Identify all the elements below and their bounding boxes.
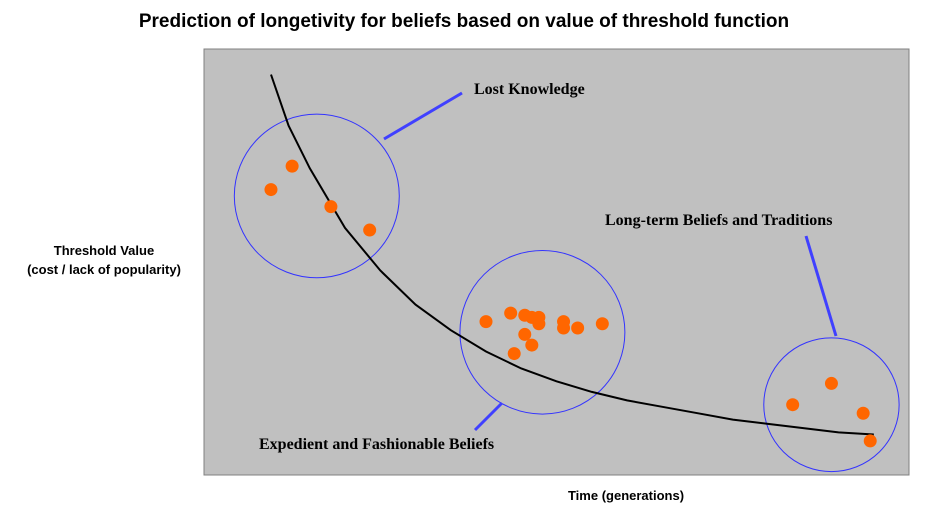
- group-pointer-0: [383, 91, 463, 141]
- group-label-0: Lost Knowledge: [474, 81, 585, 98]
- data-point: [824, 376, 838, 390]
- chart-title: Prediction of longetivity for beliefs ba…: [138, 11, 790, 32]
- group-circle-0: [233, 113, 400, 279]
- group-pointers: [383, 91, 838, 432]
- y-axis-label: Threshold Value (cost / lack of populari…: [4, 241, 204, 279]
- group-pointer-2: [804, 235, 838, 337]
- data-point: [264, 183, 278, 197]
- data-point: [595, 317, 609, 331]
- data-point: [285, 159, 299, 173]
- data-point: [504, 306, 518, 320]
- group-labels: Lost Knowledge Expedient and Fashionable …: [259, 81, 832, 453]
- data-point: [856, 406, 870, 420]
- data-point: [525, 338, 539, 352]
- data-point: [518, 327, 532, 341]
- y-axis-label-line1: Threshold Value: [53, 243, 155, 258]
- group-label-2: Long-term Beliefs and Traditions: [605, 212, 832, 229]
- data-points: [264, 159, 877, 448]
- data-point: [363, 223, 377, 237]
- data-point: [557, 321, 571, 335]
- group-pointer-1: [473, 401, 504, 432]
- plot-area: [203, 48, 910, 476]
- group-circle-1: [459, 249, 626, 415]
- data-point: [324, 200, 338, 214]
- group-circle-2: [763, 337, 900, 473]
- data-point: [507, 347, 521, 361]
- data-point: [532, 317, 546, 331]
- data-point: [479, 315, 493, 329]
- threshold-curve: [270, 74, 874, 436]
- data-point: [786, 398, 800, 412]
- data-point: [571, 321, 585, 335]
- group-circles: [233, 113, 900, 473]
- y-axis-label-line2: (cost / lack of popularity): [27, 262, 181, 277]
- x-axis-label: Time (generations): [567, 488, 685, 503]
- data-point: [863, 434, 877, 448]
- group-label-1: Expedient and Fashionable Beliefs: [259, 436, 494, 453]
